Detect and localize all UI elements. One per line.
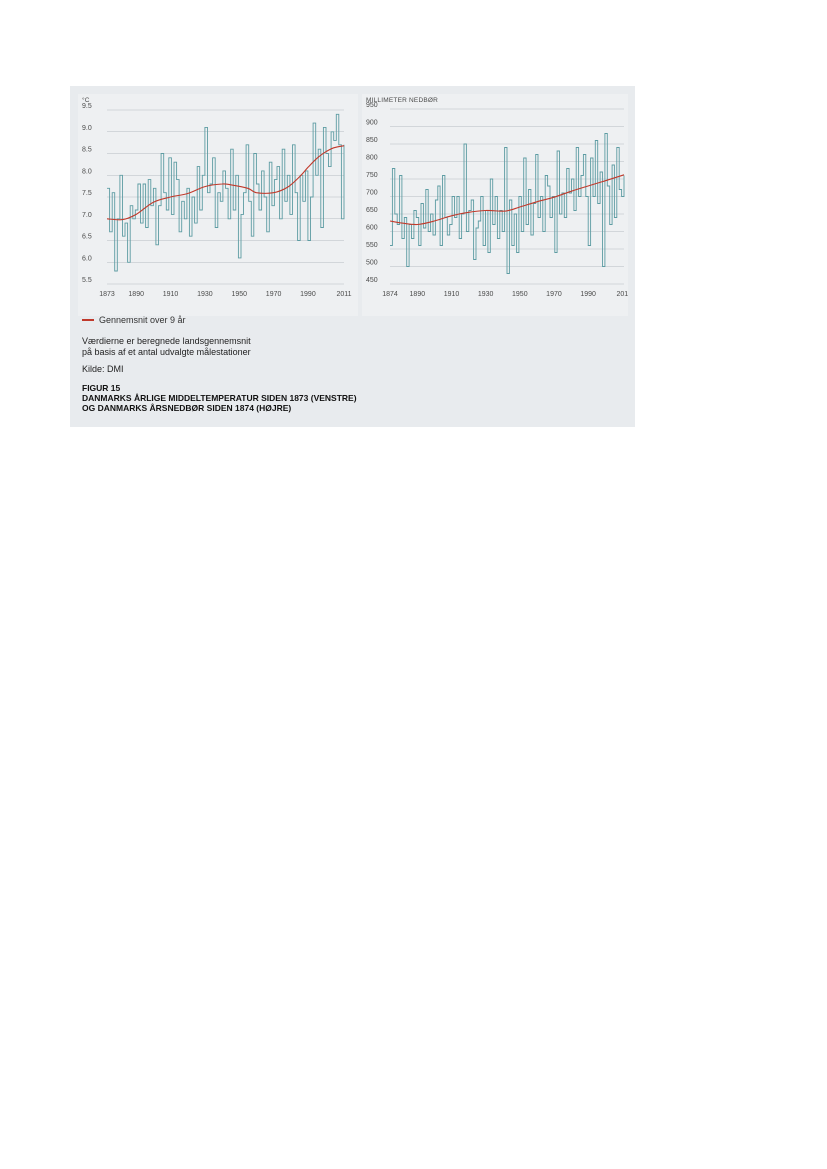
y-tick-label: 6.5 — [82, 234, 92, 241]
x-tick-label: 1990 — [300, 291, 316, 298]
annual-series-line — [390, 133, 625, 274]
y-tick-label: 9.0 — [82, 125, 92, 132]
y-tick-label: 600 — [366, 225, 378, 232]
legend-label: Gennemsnit over 9 år — [99, 315, 186, 325]
x-tick-label: 1874 — [382, 291, 398, 298]
y-tick-label: 5.5 — [82, 277, 92, 284]
x-tick-label: 1873 — [99, 291, 115, 298]
x-tick-label: 1910 — [444, 291, 460, 298]
y-tick-label: 900 — [366, 120, 378, 127]
y-tick-label: 450 — [366, 277, 378, 284]
x-tick-label: 1970 — [546, 291, 562, 298]
y-tick-label: 7.5 — [82, 190, 92, 197]
y-tick-label: 8.0 — [82, 168, 92, 175]
x-tick-label: 1970 — [266, 291, 282, 298]
y-unit-label: MILLIMETER NEDBØR — [366, 97, 438, 104]
y-unit-label: °C — [82, 96, 90, 104]
x-tick-label: 1950 — [231, 291, 247, 298]
temperature-chart: °C9.5 9.0 8.5 8.0 7.5 7.0 6.5 6.0 5.5 1873 1890 191… — [82, 96, 352, 298]
x-tick-label: 1910 — [163, 291, 179, 298]
y-tick-label: 850 — [366, 137, 378, 144]
source-credit: Kilde: DMI — [82, 364, 124, 374]
y-tick-label: 500 — [366, 260, 378, 267]
x-tick-label: 2011 — [616, 291, 628, 298]
legend: Gennemsnit over 9 år — [82, 315, 186, 325]
x-tick-label: 1890 — [410, 291, 426, 298]
trend-9yr-line — [389, 174, 625, 226]
y-tick-label: 700 — [366, 190, 378, 197]
figure-panel: °C 9.5 9.0 8.5 8.0 7.5 7.0 6.5 6.0 5.5 1873 1890 191… — [70, 86, 635, 427]
x-tick-label: 1890 — [128, 291, 144, 298]
y-tick-label: 8.5 — [82, 147, 92, 154]
y-tick-label: 650 — [366, 207, 378, 214]
trend-9yr-line — [106, 145, 345, 221]
temperature-chart-panel: °C 9.5 9.0 8.5 8.0 7.5 7.0 6.5 6.0 5.5 1873 1890 191… — [78, 94, 358, 316]
footnote: Værdierne er beregnede landsgennemsnit p… — [82, 336, 251, 357]
legend-swatch-line — [82, 319, 94, 321]
y-tick-label: 6.0 — [82, 255, 92, 262]
annual-series-line — [107, 113, 345, 272]
x-tick-label: 1930 — [478, 291, 494, 298]
y-tick-label: 550 — [366, 242, 378, 249]
precipitation-chart-panel: MILLIMETER NEDBØR 950 900 850 800 750 700 650 60… — [362, 94, 628, 316]
x-tick-label: 1950 — [512, 291, 528, 298]
y-tick-label: 800 — [366, 155, 378, 162]
x-tick-label: 1930 — [197, 291, 213, 298]
figure-title: DANMARKS ÅRLIGE MIDDELTEMPERATUR SIDEN 1… — [82, 393, 357, 413]
y-tick-label: 9.5 — [82, 103, 92, 110]
y-tick-label: 750 — [366, 172, 378, 179]
x-tick-label: 2011 — [336, 291, 351, 298]
x-tick-label: 1990 — [580, 291, 596, 298]
y-tick-label: 7.0 — [82, 212, 92, 219]
figure-label: FIGUR 15 — [82, 383, 121, 393]
y-tick-label: 950 — [366, 102, 378, 109]
